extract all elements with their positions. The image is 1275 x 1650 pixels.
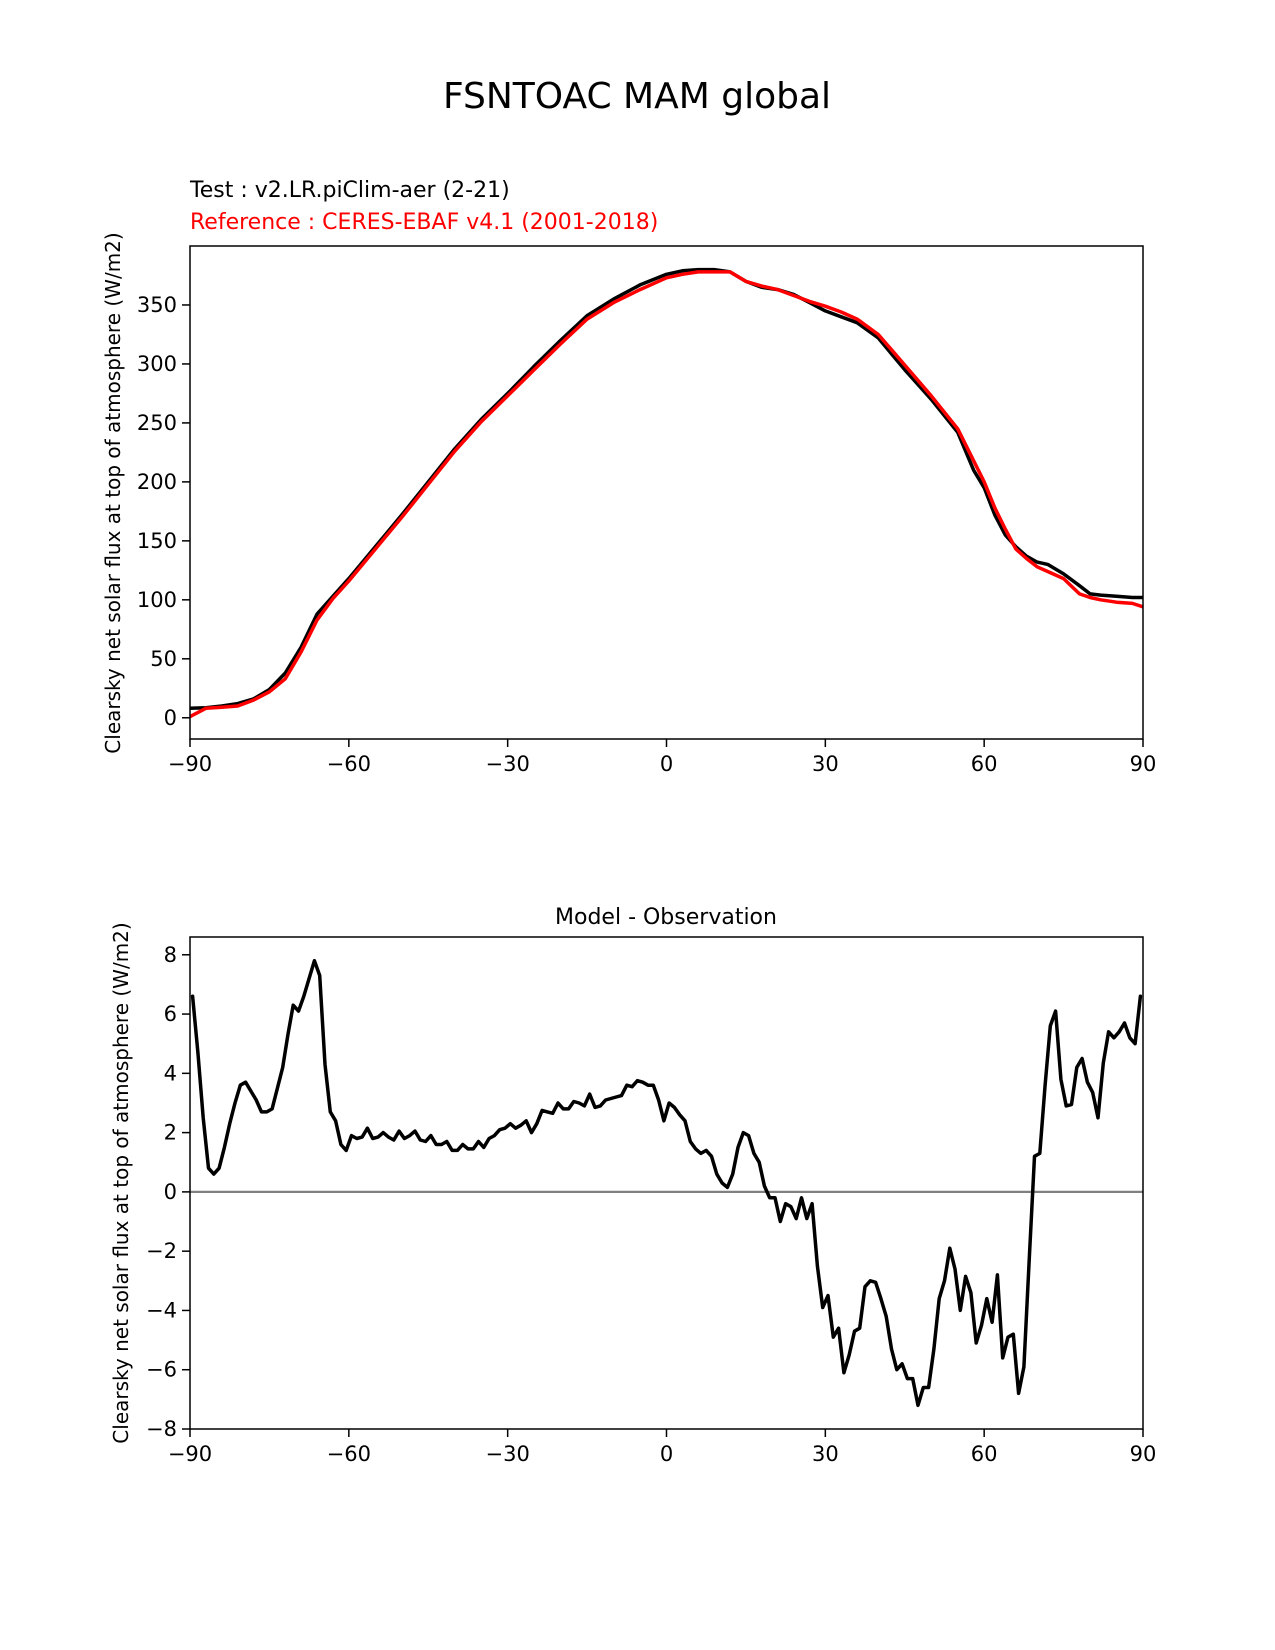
top-chart: Test : v2.LR.piClim-aer (2-21) Reference…: [101, 178, 1156, 776]
bottom-x-tick-label: −30: [486, 1442, 530, 1466]
bottom-chart: Model - Observation −90 −60 −30 0 30 60 90−8−6…: [109, 905, 1156, 1466]
bottom-axis-ticks: −90 −60 −30 0 30 60 90 −8 −6 −4 −2 0 2 4 6 8: [146, 943, 1156, 1466]
top-y-tick-label: 200: [137, 470, 177, 494]
bottom-chart-title: Model - Observation: [555, 905, 777, 930]
bottom-y-tick-label: 8: [164, 943, 177, 967]
top-y-tick-label: 100: [137, 588, 177, 612]
bottom-y-tick-label: −4: [146, 1298, 177, 1322]
top-x-tick-label: 90: [1130, 752, 1157, 776]
figure-title: FSNTOAC MAM global: [443, 76, 831, 117]
bottom-x-tick-label: 60: [971, 1442, 998, 1466]
bottom-y-tick-label: 0: [164, 1180, 177, 1204]
top-axis-ticks: −90 −60 −30 0 30 60 90 0 50 100 150 200 250 300 350: [137, 293, 1156, 776]
top-x-tick-label: −90: [168, 752, 212, 776]
bottom-x-tick-label: 30: [812, 1442, 839, 1466]
test-label: Test : v2.LR.piClim-aer (2-21): [189, 178, 510, 203]
bottom-y-tick-label: 2: [164, 1121, 177, 1145]
bottom-y-tick-label: 6: [164, 1002, 177, 1026]
bottom-y-axis-label: Clearsky net solar flux at top of atmosp…: [109, 922, 133, 1443]
top-x-tick-label: 60: [971, 752, 998, 776]
top-x-tick-label: −30: [486, 752, 530, 776]
top-y-tick-label: 50: [150, 647, 177, 671]
top-y-tick-label: 300: [137, 352, 177, 376]
bottom-series-lines: [190, 958, 1143, 1408]
top-x-tick-label: 30: [812, 752, 839, 776]
top-y-tick-label: 350: [137, 293, 177, 317]
top-y-tick-label: 0: [164, 706, 177, 730]
bottom-x-tick-label: 90: [1130, 1442, 1157, 1466]
bottom-plot-frame: [189, 936, 1144, 1430]
bottom-y-tick-label: −2: [146, 1239, 177, 1263]
bottom-y-tick-label: −8: [146, 1417, 177, 1441]
top-series-lines: [190, 267, 1143, 719]
top-x-tick-label: 0: [660, 752, 673, 776]
reference-label: Reference : CERES-EBAF v4.1 (2001-2018): [190, 210, 658, 235]
bottom-x-tick-label: −90: [168, 1442, 212, 1466]
top-y-axis-label: Clearsky net solar flux at top of atmosp…: [101, 232, 125, 753]
top-y-tick-label: 250: [137, 411, 177, 435]
top-plot-frame: [189, 245, 1144, 740]
top-series-reference-line: [190, 270, 1143, 719]
bottom-x-tick-label: −60: [327, 1442, 371, 1466]
bottom-series-model-observation-line: [190, 958, 1143, 1408]
bottom-y-tick-label: −6: [146, 1358, 177, 1382]
bottom-x-tick-label: 0: [660, 1442, 673, 1466]
top-y-tick-label: 150: [137, 529, 177, 553]
top-x-tick-label: −60: [327, 752, 371, 776]
bottom-y-tick-label: 4: [164, 1061, 177, 1085]
